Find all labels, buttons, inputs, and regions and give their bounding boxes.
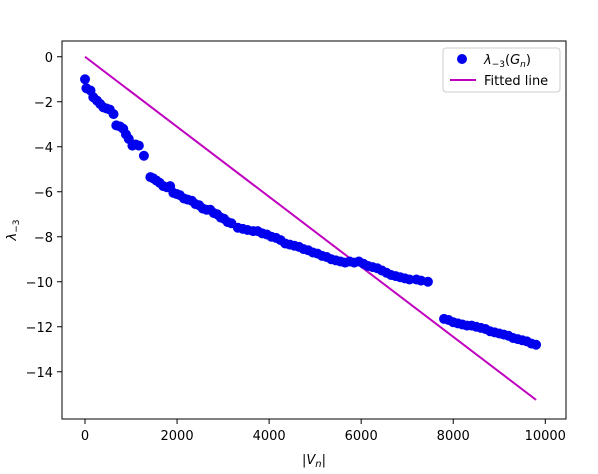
x-tick-label: 2000	[161, 429, 194, 444]
data-point	[108, 109, 119, 120]
legend-marker-scatter	[457, 54, 467, 64]
plot-area	[80, 55, 542, 401]
data-point	[422, 276, 433, 287]
y-tick-label: 0	[45, 51, 53, 66]
data-point	[80, 74, 91, 85]
plot-frame	[61, 40, 567, 420]
data-point	[138, 150, 149, 161]
y-axis-label: λ−3	[5, 220, 22, 242]
y-tick-label: −4	[34, 141, 53, 156]
y-tick-label: −14	[26, 366, 53, 381]
x-tick-label: 8000	[437, 429, 470, 444]
data-point	[531, 339, 542, 350]
axes: 0 2000 4000 6000 8000 10000 0 −2 −4 −6 −8 −10 −12 −14…	[5, 40, 567, 470]
y-tick-label: −8	[34, 231, 53, 246]
y-tick-label: −2	[34, 96, 53, 111]
y-tick-label: −6	[34, 186, 53, 201]
data-point	[133, 140, 144, 151]
y-tick-label: −10	[26, 276, 53, 291]
fitted-line	[84, 55, 537, 401]
y-tick-label: −12	[26, 321, 53, 336]
legend: λ−3(Gn) Fitted line	[442, 47, 561, 93]
x-axis-label: |Vn|	[302, 453, 326, 470]
legend-label-line: Fitted line	[484, 74, 548, 89]
data-point	[404, 274, 415, 285]
x-tick-label: 0	[81, 429, 89, 444]
x-tick-label: 4000	[253, 429, 286, 444]
legend-label-scatter: λ−3(Gn)	[483, 53, 531, 70]
x-tick-label: 6000	[345, 429, 378, 444]
x-tick-label: 10000	[525, 429, 566, 444]
